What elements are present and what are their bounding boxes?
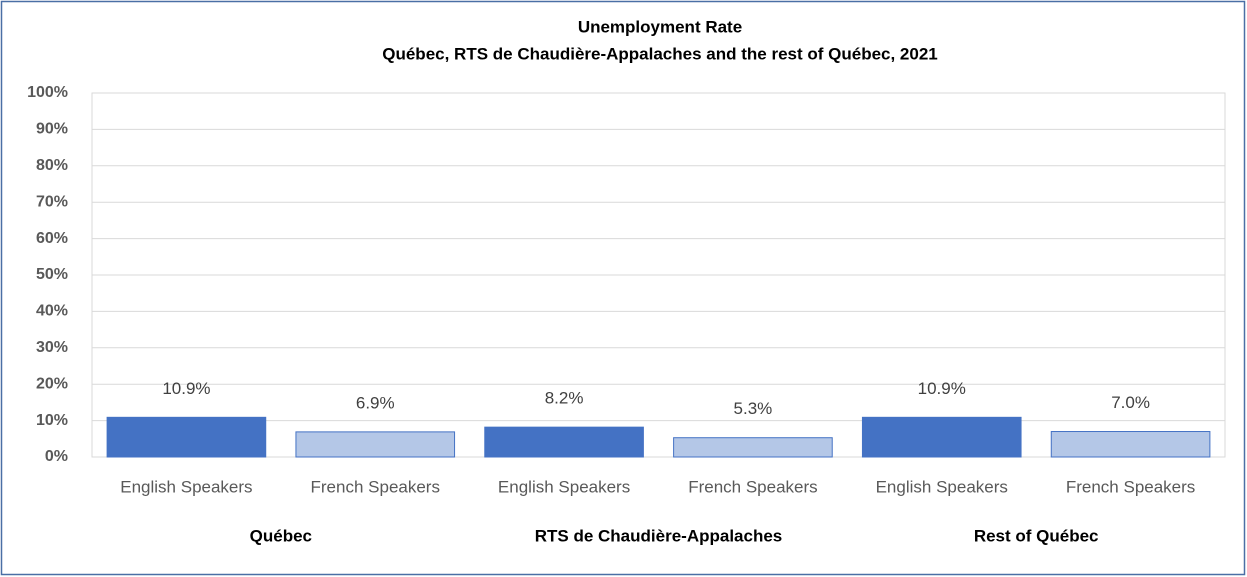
group-label: Québec	[250, 526, 312, 545]
x-tick-label: French Speakers	[311, 477, 440, 496]
chart-subtitle: Québec, RTS de Chaudière-Appalaches and …	[382, 44, 938, 63]
x-tick-label: English Speakers	[120, 477, 252, 496]
y-tick-label: 30%	[36, 339, 68, 356]
y-tick-label: 20%	[36, 375, 68, 392]
bar	[673, 437, 833, 458]
value-label: 6.9%	[356, 393, 395, 412]
bar	[106, 416, 267, 458]
value-label: 10.9%	[918, 379, 966, 398]
bar	[861, 416, 1022, 458]
x-tick-label: English Speakers	[876, 477, 1008, 496]
y-tick-label: 10%	[36, 412, 68, 429]
value-label: 7.0%	[1111, 393, 1150, 412]
y-tick-label: 70%	[36, 193, 68, 210]
chart-title: Unemployment Rate	[578, 17, 742, 36]
x-tick-label: English Speakers	[498, 477, 630, 496]
y-tick-label: 40%	[36, 303, 68, 320]
x-tick-label: French Speakers	[1066, 477, 1195, 496]
y-tick-label: 80%	[36, 157, 68, 174]
bar	[1050, 431, 1211, 458]
group-label: Rest of Québec	[974, 526, 1099, 545]
value-label: 8.2%	[545, 389, 584, 408]
value-label: 5.3%	[734, 399, 773, 418]
y-tick-label: 90%	[36, 121, 68, 138]
y-tick-label: 50%	[36, 266, 68, 283]
bar	[295, 431, 456, 458]
y-tick-label: 60%	[36, 230, 68, 247]
value-label: 10.9%	[162, 379, 210, 398]
bar	[484, 426, 644, 458]
y-tick-label: 0%	[45, 448, 68, 465]
group-label: RTS de Chaudière-Appalaches	[535, 526, 783, 545]
x-tick-label: French Speakers	[688, 477, 817, 496]
y-tick-label: 100%	[27, 84, 68, 101]
